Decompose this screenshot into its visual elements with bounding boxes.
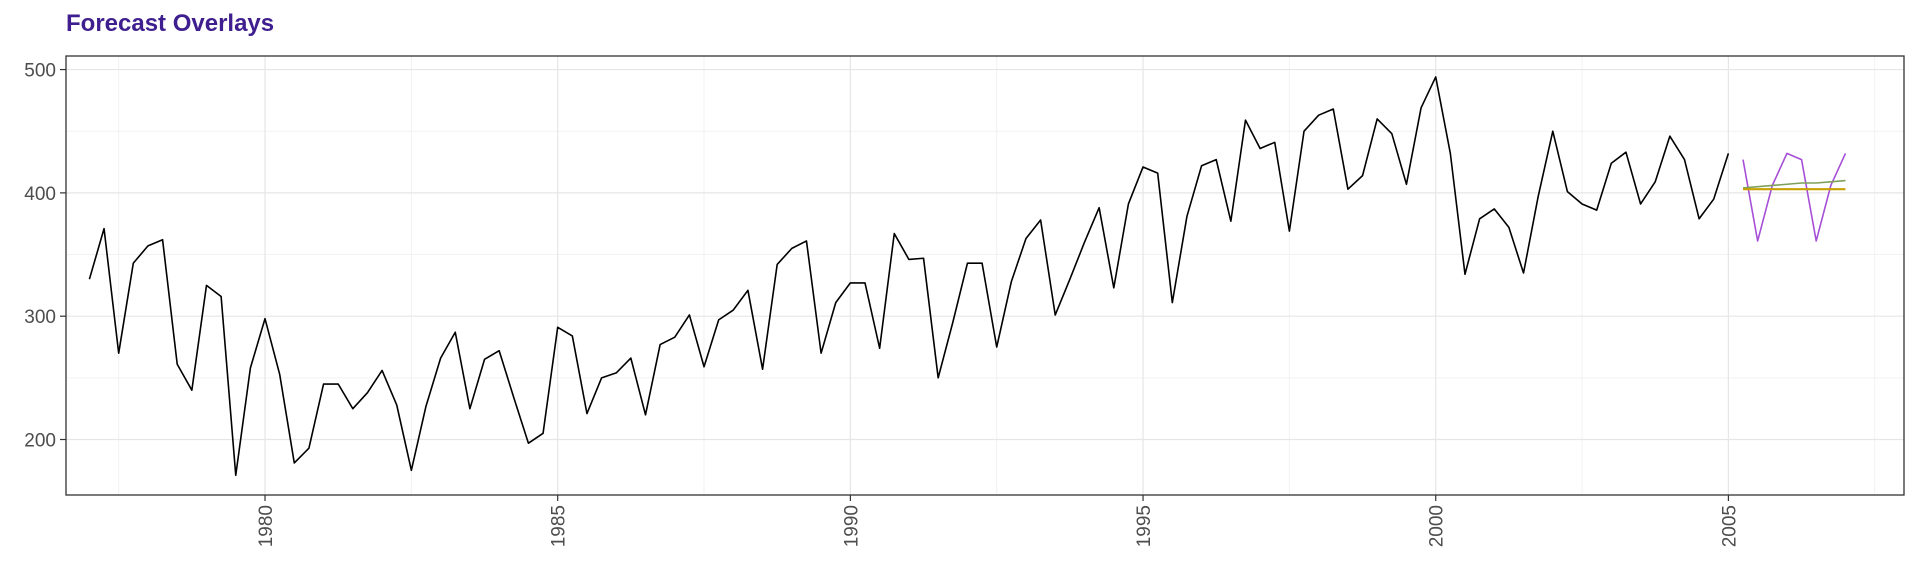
grid-major bbox=[66, 56, 1904, 495]
plot-panel-border bbox=[65, 55, 1905, 496]
x-tick-label: 1985 bbox=[549, 505, 570, 547]
x-tick-label: 1980 bbox=[256, 505, 277, 547]
x-axis: 1980 1985 1990 1995 2000 2005 bbox=[256, 495, 1740, 547]
y-tick-label: 300 bbox=[24, 307, 56, 328]
series-layer bbox=[88, 76, 1847, 477]
series-line-drift-forecast bbox=[1742, 179, 1846, 189]
y-tick-label: 400 bbox=[24, 184, 56, 205]
y-tick-label: 200 bbox=[24, 431, 56, 452]
y-tick-label: 500 bbox=[24, 61, 56, 82]
x-tick-label: 1990 bbox=[841, 505, 862, 547]
x-tick-label: 1995 bbox=[1134, 505, 1155, 547]
x-tick-label: 2005 bbox=[1719, 505, 1740, 547]
grid-minor bbox=[66, 56, 1904, 495]
chart-title: Forecast Overlays bbox=[66, 10, 275, 37]
y-axis: 200 300 400 500 bbox=[24, 61, 66, 452]
series-line-observed bbox=[88, 76, 1730, 477]
x-tick-label: 2000 bbox=[1427, 505, 1448, 547]
series-line-seasonal-forecast bbox=[1742, 152, 1847, 242]
